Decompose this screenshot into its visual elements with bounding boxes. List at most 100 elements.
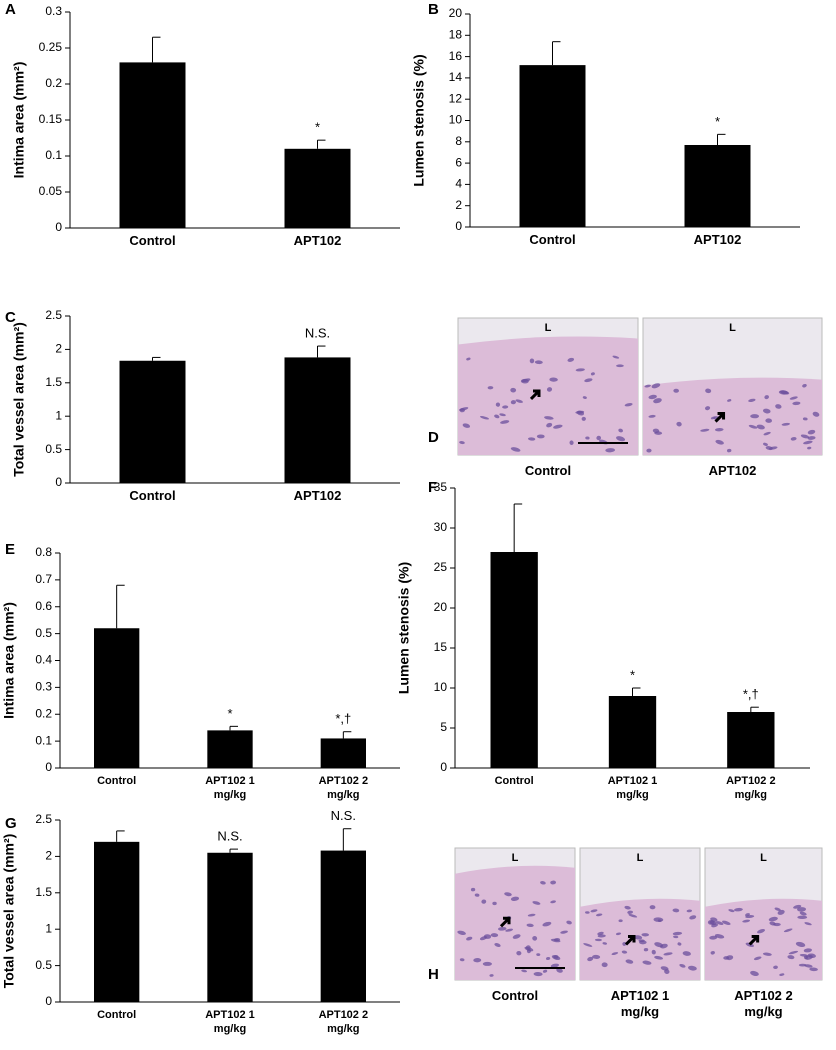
lumen-label: L <box>760 852 767 864</box>
nucleus <box>597 931 604 936</box>
y-axis-label: Total vessel area (mm²) <box>11 322 27 477</box>
nucleus <box>520 378 529 384</box>
bar <box>94 841 140 1002</box>
nucleus <box>673 935 679 939</box>
nucleus <box>710 917 718 922</box>
y-tick-label: 0.3 <box>35 680 52 694</box>
y-tick-label: 14 <box>449 70 463 84</box>
nucleus <box>585 436 590 440</box>
y-tick-label: 1 <box>55 408 62 422</box>
nucleus <box>775 404 782 409</box>
nucleus <box>714 934 725 939</box>
image-caption: APT102 1 mg/kg <box>610 988 670 1019</box>
bar <box>119 62 186 229</box>
nucleus <box>654 955 664 960</box>
annotation: N.S. <box>217 829 242 844</box>
y-tick-label: 0.4 <box>35 653 52 667</box>
nucleus <box>458 407 469 411</box>
nucleus <box>499 413 506 417</box>
y-tick-label: 1.5 <box>35 885 52 899</box>
nucleus <box>459 441 465 445</box>
x-tick-label: Control <box>129 233 176 248</box>
y-tick-label: 2 <box>45 849 52 863</box>
y-tick-label: 0.2 <box>35 706 52 720</box>
nucleus <box>657 919 662 922</box>
nucleus <box>676 421 682 427</box>
arrow <box>714 412 726 423</box>
nucleus <box>611 952 619 956</box>
y-tick-label: 6 <box>455 155 462 169</box>
annotation: * <box>315 120 320 135</box>
nucleus <box>482 961 492 966</box>
nucleus <box>618 919 623 923</box>
y-tick-label: 1.5 <box>45 375 62 389</box>
y-axis-label: Intima area (mm²) <box>1 602 17 719</box>
lumen-label: L <box>545 322 552 334</box>
panel-letter: G <box>5 815 17 832</box>
nucleus <box>800 434 810 439</box>
nucleus <box>802 417 808 421</box>
annotation: *,† <box>335 711 351 726</box>
y-tick-label: 0 <box>55 475 62 489</box>
panel-letter: H <box>428 966 439 983</box>
nucleus <box>575 368 585 372</box>
nucleus <box>525 945 531 950</box>
y-tick-label: 0.7 <box>35 572 52 586</box>
nucleus <box>533 972 543 977</box>
y-tick-label: 0.1 <box>45 148 62 162</box>
nucleus <box>687 965 697 971</box>
nucleus <box>601 962 608 968</box>
nucleus <box>709 935 718 940</box>
nucleus <box>590 909 598 913</box>
nucleus <box>648 394 657 400</box>
nucleus <box>726 955 734 961</box>
y-tick-label: 0.25 <box>39 40 63 54</box>
nucleus <box>618 428 623 433</box>
y-tick-label: 0.2 <box>45 76 62 90</box>
nucleus <box>795 941 806 948</box>
nucleus <box>459 958 465 962</box>
y-tick-label: 15 <box>434 640 448 654</box>
nucleus <box>487 386 494 390</box>
nucleus <box>705 406 711 411</box>
nucleus <box>489 974 494 977</box>
bar <box>727 712 775 768</box>
y-tick-label: 2 <box>455 198 462 212</box>
nucleus <box>750 970 759 977</box>
nucleus <box>512 934 521 939</box>
image-caption: Control <box>491 988 539 1003</box>
y-tick-label: 0.5 <box>35 626 52 640</box>
y-tick-label: 16 <box>449 49 463 63</box>
nucleus <box>646 448 652 453</box>
arrow <box>748 934 760 946</box>
nucleus <box>769 921 776 926</box>
nucleus <box>628 914 638 918</box>
nucleus <box>809 967 818 972</box>
nucleus <box>494 414 500 419</box>
y-axis-label: Intima area (mm²) <box>11 62 27 179</box>
nucleus <box>812 411 820 417</box>
nucleus <box>792 401 801 406</box>
nucleus <box>627 910 634 914</box>
x-tick-label: APT102 <box>293 233 342 248</box>
y-axis-label: Lumen stenosis (%) <box>411 54 427 186</box>
nucleus <box>728 909 735 913</box>
panel-letter: C <box>5 309 16 326</box>
panel-letter: A <box>5 1 16 18</box>
nucleus <box>527 437 536 441</box>
y-tick-label: 0.3 <box>45 4 62 18</box>
bar <box>320 738 366 768</box>
y-tick-label: 0.15 <box>39 112 63 126</box>
nucleus <box>807 953 816 958</box>
nucleus <box>553 424 563 429</box>
arrow <box>624 934 636 946</box>
nucleus <box>753 956 762 961</box>
nucleus <box>550 963 560 968</box>
x-tick-label: Control <box>529 232 576 247</box>
micrograph: L <box>704 847 823 981</box>
nucleus <box>583 943 593 947</box>
nucleus <box>677 942 682 946</box>
nucleus <box>686 909 693 913</box>
nucleus <box>592 954 601 959</box>
